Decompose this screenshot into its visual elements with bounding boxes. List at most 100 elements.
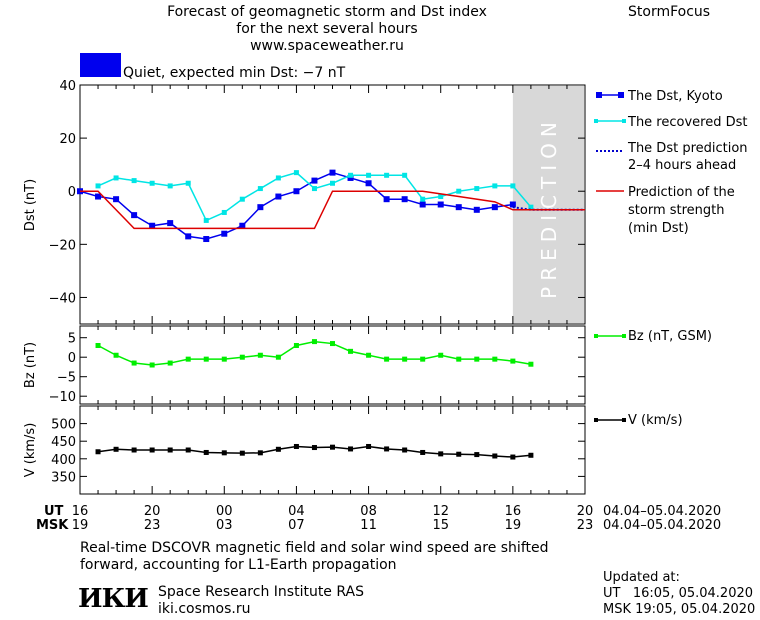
point-bz-24 <box>528 361 534 367</box>
dst-axis-label: Dst (nT) <box>23 179 38 231</box>
y-tick-label-2-1: 450 <box>51 435 76 450</box>
msk-date-range: 04.04–05.04.2020 <box>603 518 721 533</box>
point-kyoto-16 <box>365 180 372 187</box>
series-layer <box>77 169 585 460</box>
point-bz-1 <box>113 352 119 358</box>
status-color-box <box>80 53 121 77</box>
chart-title-line1: Forecast of geomagnetic storm and Dst in… <box>167 4 487 20</box>
chart-title-line2: for the next several hours <box>236 21 417 37</box>
point-kyoto-21 <box>455 204 462 211</box>
point-v-0 <box>95 449 101 455</box>
point-bz-20 <box>456 356 462 362</box>
point-recovered-24 <box>528 204 534 210</box>
point-bz-21 <box>474 356 480 362</box>
series-line-storm <box>80 190 585 230</box>
ut-tick-label-5: 12 <box>432 504 449 519</box>
y-tick-label-2-2: 400 <box>51 453 76 468</box>
v-axis-label: V (km/s) <box>23 423 38 478</box>
point-kyoto-9 <box>239 222 246 229</box>
legend-v-label: V (km/s) <box>628 413 683 428</box>
legend-kyoto-label: The Dst, Kyoto <box>627 89 723 104</box>
legend-v-marker-right <box>622 418 626 422</box>
msk-tick-label-5: 15 <box>432 518 449 533</box>
point-v-24 <box>528 452 534 458</box>
legend-recovered-marker-right <box>622 119 626 123</box>
point-recovered-20 <box>456 188 462 194</box>
y-tick-label-1-1: 0 <box>68 351 76 366</box>
point-v-16 <box>384 446 390 452</box>
ut-tick-label-6: 16 <box>505 504 522 519</box>
point-v-7 <box>221 450 227 456</box>
point-kyoto-13 <box>311 177 318 184</box>
point-v-11 <box>293 443 299 449</box>
point-v-22 <box>492 453 498 459</box>
legend-kyoto-marker-right <box>618 92 624 98</box>
point-v-2 <box>131 447 137 453</box>
point-recovered-2 <box>131 178 137 184</box>
point-recovered-4 <box>167 183 173 189</box>
point-bz-16 <box>384 356 390 362</box>
series-line-bz <box>97 340 532 366</box>
y-tick-label-1-3: −10 <box>49 390 76 405</box>
point-v-4 <box>167 447 173 453</box>
point-bz-7 <box>221 356 227 362</box>
prediction-band <box>512 86 584 323</box>
point-recovered-19 <box>438 194 444 200</box>
bz-axis-label: Bz (nT) <box>23 342 38 388</box>
legend-bz-label: Bz (nT, GSM) <box>628 329 712 344</box>
point-v-20 <box>456 451 462 457</box>
msk-tick-label-3: 07 <box>288 518 305 533</box>
point-recovered-6 <box>203 217 209 223</box>
point-v-19 <box>438 451 444 457</box>
point-kyoto-4 <box>149 222 156 229</box>
point-bz-10 <box>275 354 281 360</box>
point-bz-15 <box>366 352 372 358</box>
point-kyoto-15 <box>347 174 354 181</box>
point-kyoto-2 <box>113 196 120 203</box>
ut-date-range: 04.04–05.04.2020 <box>603 504 721 519</box>
point-v-13 <box>330 444 335 450</box>
point-bz-19 <box>438 352 444 358</box>
ut-tick-label-4: 08 <box>360 504 377 519</box>
point-bz-12 <box>311 339 317 345</box>
point-recovered-12 <box>311 186 317 192</box>
point-bz-13 <box>330 341 335 347</box>
point-recovered-5 <box>185 180 191 186</box>
updated-msk: MSK 19:05, 05.04.2020 <box>603 602 755 617</box>
point-recovered-21 <box>474 186 480 192</box>
point-kyoto-10 <box>257 204 264 211</box>
point-v-17 <box>402 447 408 453</box>
legend-prediction-label-2: 2–4 hours ahead <box>628 158 736 173</box>
msk-tick-label-4: 11 <box>360 518 377 533</box>
status-text: Quiet, expected min Dst: −7 nT <box>123 65 346 81</box>
point-v-10 <box>275 446 281 452</box>
point-recovered-9 <box>257 186 263 192</box>
point-bz-0 <box>95 343 101 348</box>
point-kyoto-23 <box>491 204 498 211</box>
point-v-14 <box>348 446 354 452</box>
point-v-8 <box>239 450 245 456</box>
updated-ut: UT 16:05, 05.04.2020 <box>603 586 753 601</box>
ut-row-label: UT <box>44 504 64 519</box>
point-bz-11 <box>293 343 299 348</box>
y-tick-label-0-2: 0 <box>68 185 76 200</box>
point-bz-5 <box>185 356 191 362</box>
point-recovered-14 <box>348 172 354 178</box>
point-recovered-22 <box>492 183 498 189</box>
point-recovered-0 <box>95 183 101 189</box>
point-kyoto-19 <box>419 201 426 208</box>
updated-label: Updated at: <box>603 570 680 585</box>
legend-bz-marker-left <box>594 334 598 338</box>
ut-tick-label-3: 04 <box>288 504 305 519</box>
point-recovered-7 <box>221 209 227 215</box>
point-bz-22 <box>492 356 498 362</box>
legend-recovered-label: The recovered Dst <box>627 115 747 130</box>
point-recovered-18 <box>420 196 426 202</box>
legend-bz-marker-right <box>622 334 626 338</box>
point-bz-8 <box>239 354 245 360</box>
footer-note-line1: Real-time DSCOVR magnetic field and sola… <box>80 540 549 556</box>
msk-row-label: MSK <box>36 518 69 533</box>
point-kyoto-8 <box>221 230 228 237</box>
point-recovered-3 <box>149 180 155 186</box>
